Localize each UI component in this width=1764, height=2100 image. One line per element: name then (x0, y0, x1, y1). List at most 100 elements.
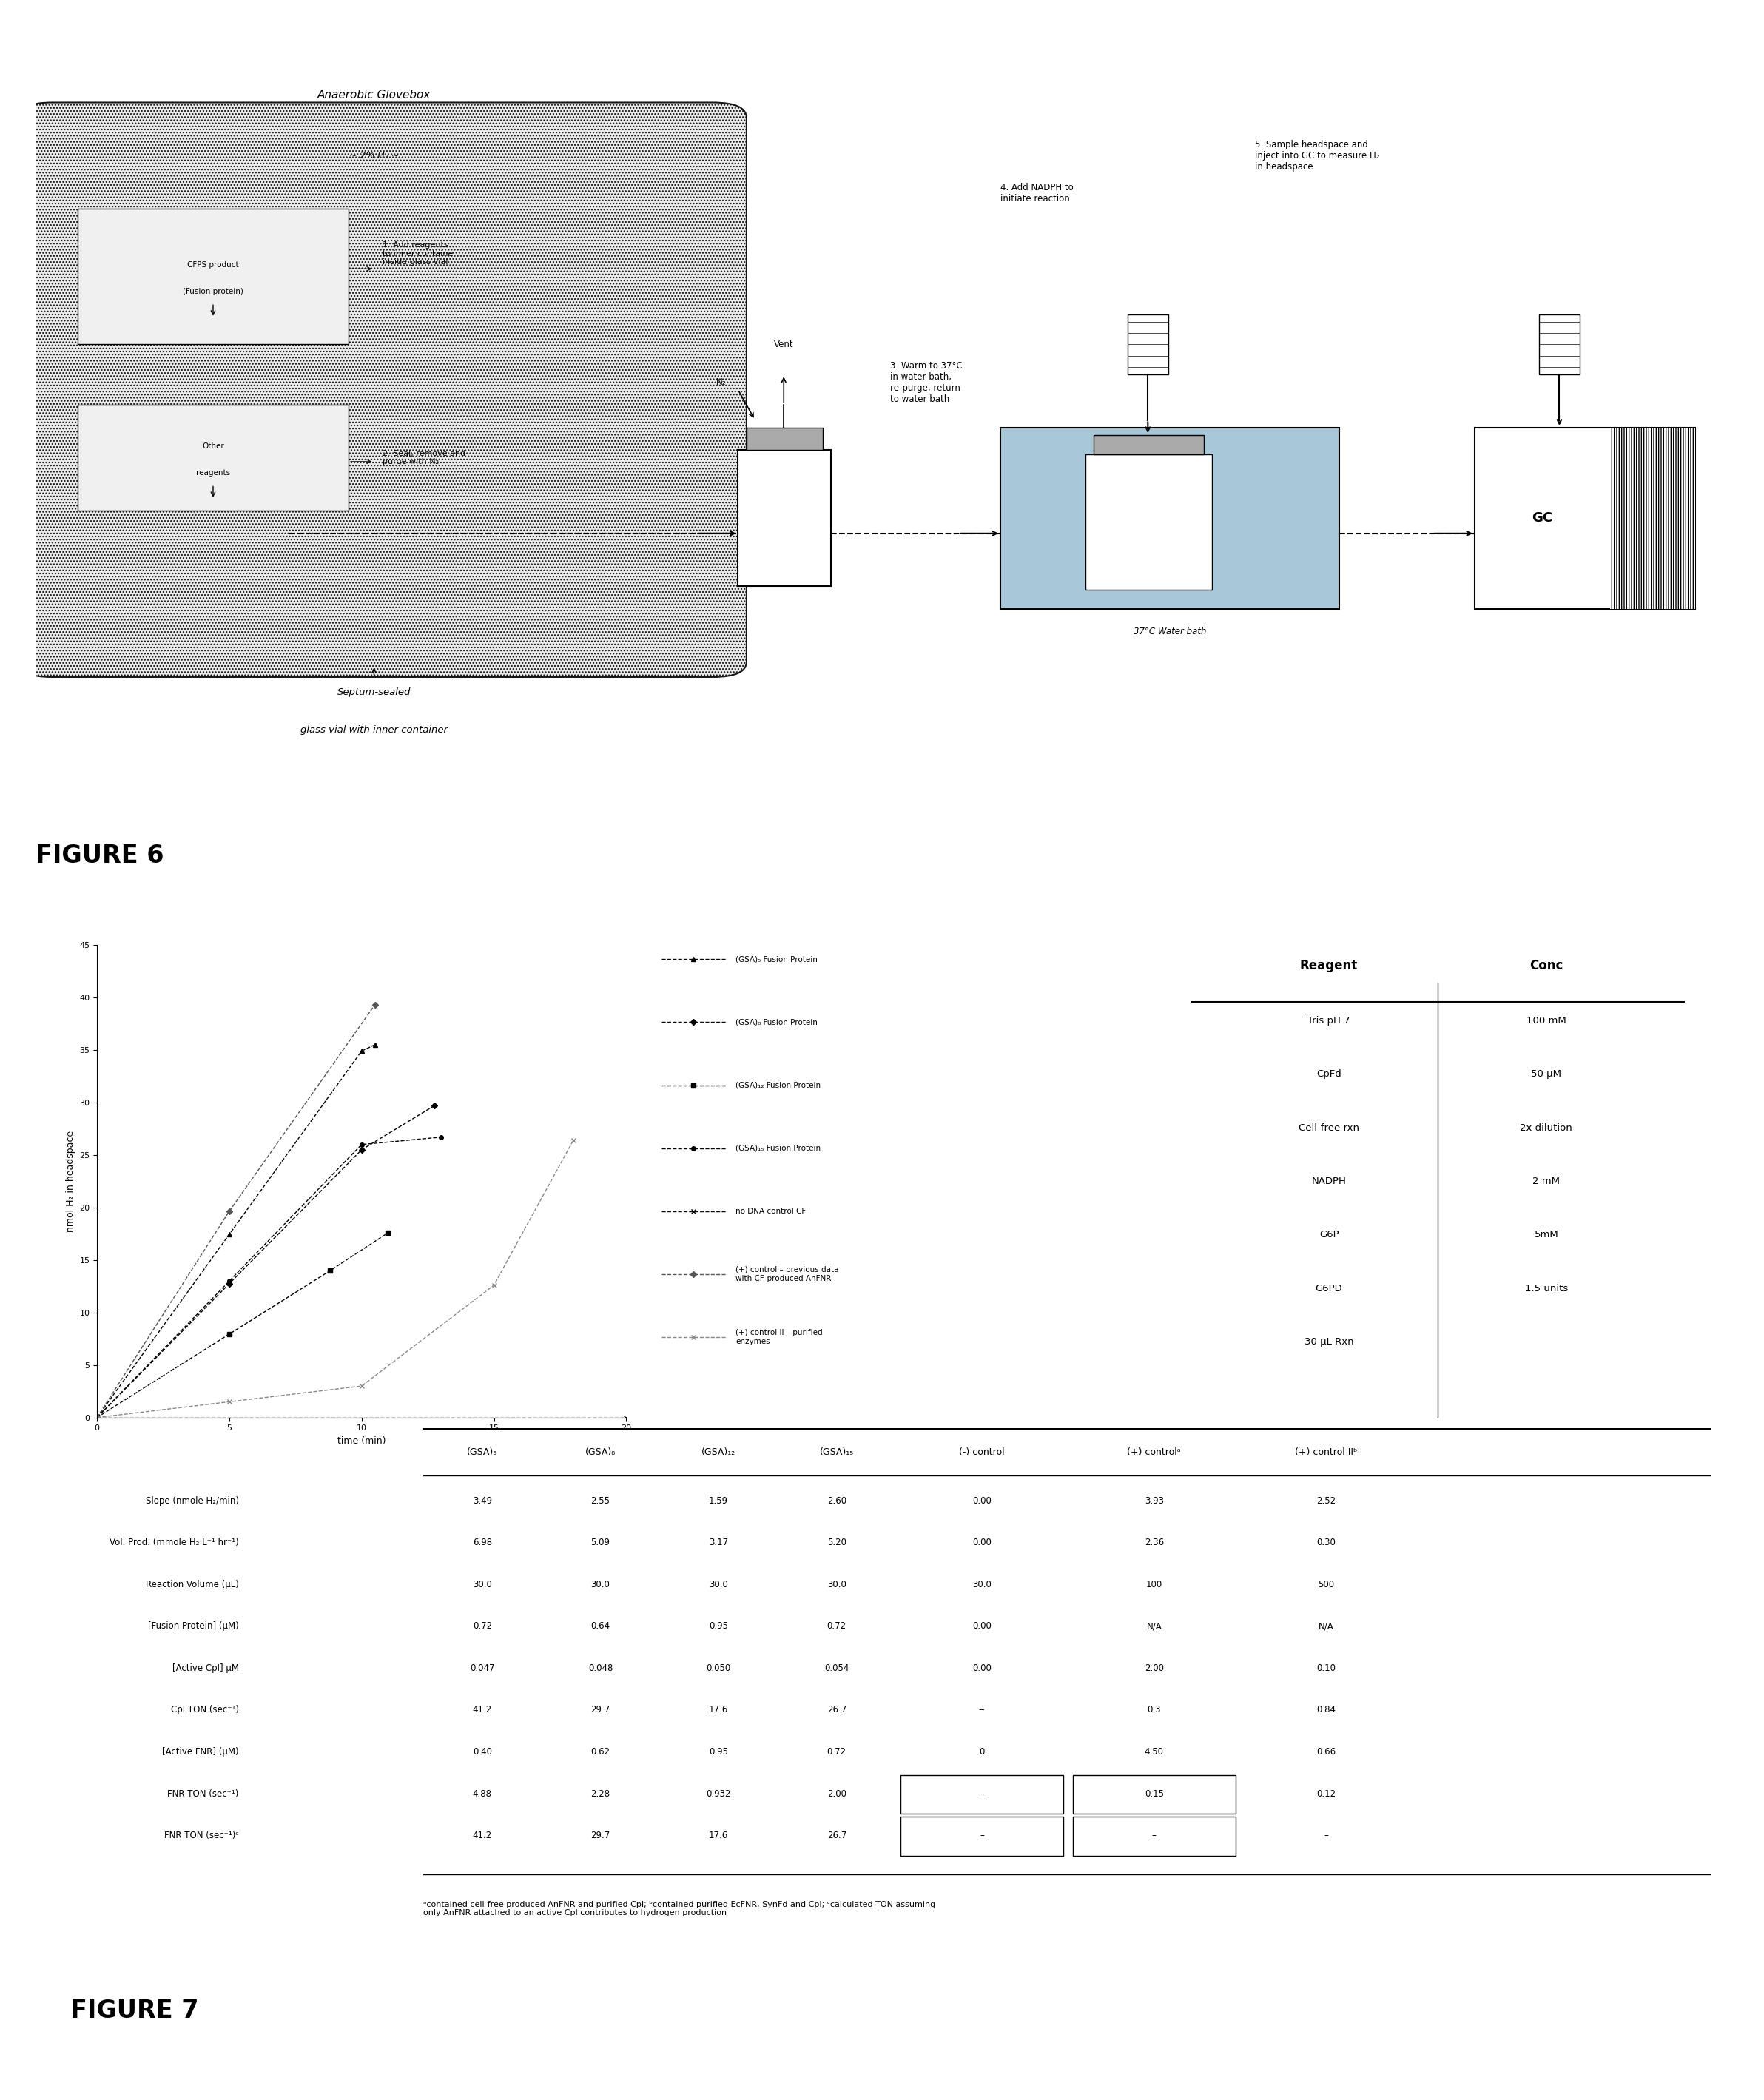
Text: 2.36: 2.36 (1145, 1537, 1164, 1548)
Text: 4.88: 4.88 (473, 1789, 492, 1798)
Text: –: – (979, 1789, 984, 1798)
Text: 0.72: 0.72 (827, 1747, 847, 1758)
Text: FIGURE 6: FIGURE 6 (35, 844, 164, 867)
Text: N/A: N/A (1147, 1621, 1162, 1632)
Text: (-) control: (-) control (960, 1447, 1005, 1457)
Text: 0.12: 0.12 (1316, 1789, 1335, 1798)
Text: 0.00: 0.00 (972, 1663, 991, 1674)
Text: 0.30: 0.30 (1316, 1537, 1335, 1548)
Text: (GSA)₈: (GSA)₈ (586, 1447, 616, 1457)
Bar (1073, 1816, 1235, 1856)
Bar (1073, 1775, 1235, 1814)
Text: --: -- (979, 1705, 984, 1716)
Text: 0: 0 (979, 1747, 984, 1758)
Text: FNR TON (sec⁻¹): FNR TON (sec⁻¹) (168, 1789, 238, 1798)
Text: –: – (979, 1831, 984, 1840)
Text: 3.17: 3.17 (709, 1537, 729, 1548)
Text: G6P: G6P (1319, 1231, 1339, 1239)
Text: ~ 2% H₂ ~: ~ 2% H₂ ~ (349, 151, 399, 160)
Text: 0.40: 0.40 (473, 1747, 492, 1758)
Text: 3.93: 3.93 (1145, 1495, 1164, 1506)
Text: 0.15: 0.15 (1145, 1789, 1164, 1798)
Text: 37°C Water bath: 37°C Water bath (1134, 628, 1207, 636)
Text: Slope (nmole H₂/min): Slope (nmole H₂/min) (145, 1495, 238, 1506)
Text: 30.0: 30.0 (473, 1579, 492, 1590)
Text: 5.09: 5.09 (591, 1537, 610, 1548)
Bar (1085, 454, 1212, 590)
Text: [Active FNR] (μM): [Active FNR] (μM) (162, 1747, 238, 1758)
Text: NADPH: NADPH (1312, 1176, 1346, 1186)
Text: Vol. Prod. (mmole H₂ L⁻¹ hr⁻¹): Vol. Prod. (mmole H₂ L⁻¹ hr⁻¹) (109, 1537, 238, 1548)
Text: reagents: reagents (196, 468, 229, 477)
Bar (1538, 315, 1581, 374)
Text: (GSA)₁₅: (GSA)₁₅ (820, 1447, 854, 1457)
Text: 100 mM: 100 mM (1526, 1016, 1566, 1025)
Text: 2.00: 2.00 (1145, 1663, 1164, 1674)
Text: Tris pH 7: Tris pH 7 (1307, 1016, 1349, 1025)
Text: 1.59: 1.59 (709, 1495, 729, 1506)
Text: –: – (1325, 1831, 1328, 1840)
Text: Other: Other (203, 443, 224, 449)
Text: (GSA)₅: (GSA)₅ (467, 1447, 497, 1457)
Text: –: – (1152, 1831, 1155, 1840)
Text: 2. Seal, remove and
purge with N₂: 2. Seal, remove and purge with N₂ (383, 449, 466, 466)
Text: ᵃcontained cell-free produced AnFNR and purified CpI; ᵇcontained purified EcFNR,: ᵃcontained cell-free produced AnFNR and … (423, 1900, 935, 1917)
Text: Cell-free rxn: Cell-free rxn (1298, 1124, 1360, 1132)
Text: 0.00: 0.00 (972, 1537, 991, 1548)
Text: 0.00: 0.00 (972, 1621, 991, 1632)
Text: (+) controlᵃ: (+) controlᵃ (1127, 1447, 1180, 1457)
Text: CFPS product: CFPS product (187, 260, 238, 269)
Bar (78, 405, 349, 510)
Text: 2 mM: 2 mM (1533, 1176, 1559, 1186)
Text: (+) control IIᵇ: (+) control IIᵇ (1295, 1447, 1358, 1457)
Text: N₂: N₂ (716, 378, 727, 386)
Bar (1475, 428, 1695, 609)
Text: 17.6: 17.6 (709, 1831, 729, 1840)
Bar (1611, 428, 1695, 609)
Text: (GSA)₁₂: (GSA)₁₂ (702, 1447, 736, 1457)
FancyBboxPatch shape (18, 103, 746, 676)
Text: Anaerobic Glovebox: Anaerobic Glovebox (318, 90, 430, 101)
Text: CpI TON (sec⁻¹): CpI TON (sec⁻¹) (171, 1705, 238, 1716)
Text: no DNA control CF: no DNA control CF (736, 1208, 806, 1216)
Text: 30.0: 30.0 (591, 1579, 610, 1590)
Text: (GSA)₅ Fusion Protein: (GSA)₅ Fusion Protein (736, 956, 818, 964)
Text: 2.55: 2.55 (591, 1495, 610, 1506)
Text: 50 μM: 50 μM (1531, 1069, 1561, 1079)
Text: 0.95: 0.95 (709, 1621, 729, 1632)
Text: 0.66: 0.66 (1316, 1747, 1335, 1758)
Text: 26.7: 26.7 (827, 1831, 847, 1840)
Bar (901, 1775, 1064, 1814)
Bar (901, 1816, 1064, 1856)
Text: (GSA)₁₅ Fusion Protein: (GSA)₁₅ Fusion Protein (736, 1144, 820, 1153)
Text: 0.72: 0.72 (827, 1621, 847, 1632)
Text: [Active CpI] μM: [Active CpI] μM (173, 1663, 238, 1674)
Text: 3. Warm to 37°C
in water bath,
re-purge, return
to water bath: 3. Warm to 37°C in water bath, re-purge,… (891, 361, 963, 403)
Text: N/A: N/A (1319, 1621, 1334, 1632)
Text: FIGURE 7: FIGURE 7 (71, 1999, 199, 2022)
Text: 30.0: 30.0 (972, 1579, 991, 1590)
Text: (+) control – previous data
with CF-produced AnFNR: (+) control – previous data with CF-prod… (736, 1266, 840, 1283)
Text: 2.52: 2.52 (1316, 1495, 1335, 1506)
Text: 41.2: 41.2 (473, 1831, 492, 1840)
Text: (GSA)₈ Fusion Protein: (GSA)₈ Fusion Protein (736, 1019, 818, 1027)
Text: 29.7: 29.7 (591, 1831, 610, 1840)
Text: [Fusion Protein] (μM): [Fusion Protein] (μM) (148, 1621, 238, 1632)
Text: 2x dilution: 2x dilution (1521, 1124, 1572, 1132)
Text: G6PD: G6PD (1316, 1283, 1342, 1294)
Text: Conc: Conc (1529, 960, 1563, 972)
Bar (1094, 435, 1203, 454)
Text: 26.7: 26.7 (827, 1705, 847, 1716)
Text: 41.2: 41.2 (473, 1705, 492, 1716)
Text: 0.3: 0.3 (1147, 1705, 1161, 1716)
Text: 0.054: 0.054 (824, 1663, 848, 1674)
Text: 29.7: 29.7 (591, 1705, 610, 1716)
Text: Reaction Volume (μL): Reaction Volume (μL) (146, 1579, 238, 1590)
Text: 0.72: 0.72 (473, 1621, 492, 1632)
Text: 500: 500 (1318, 1579, 1335, 1590)
Text: 6.98: 6.98 (473, 1537, 492, 1548)
Text: glass vial with inner container: glass vial with inner container (300, 724, 448, 735)
Text: 5mM: 5mM (1535, 1231, 1558, 1239)
Y-axis label: nmol H₂ in headspace: nmol H₂ in headspace (65, 1130, 76, 1233)
Text: GC: GC (1533, 512, 1552, 525)
